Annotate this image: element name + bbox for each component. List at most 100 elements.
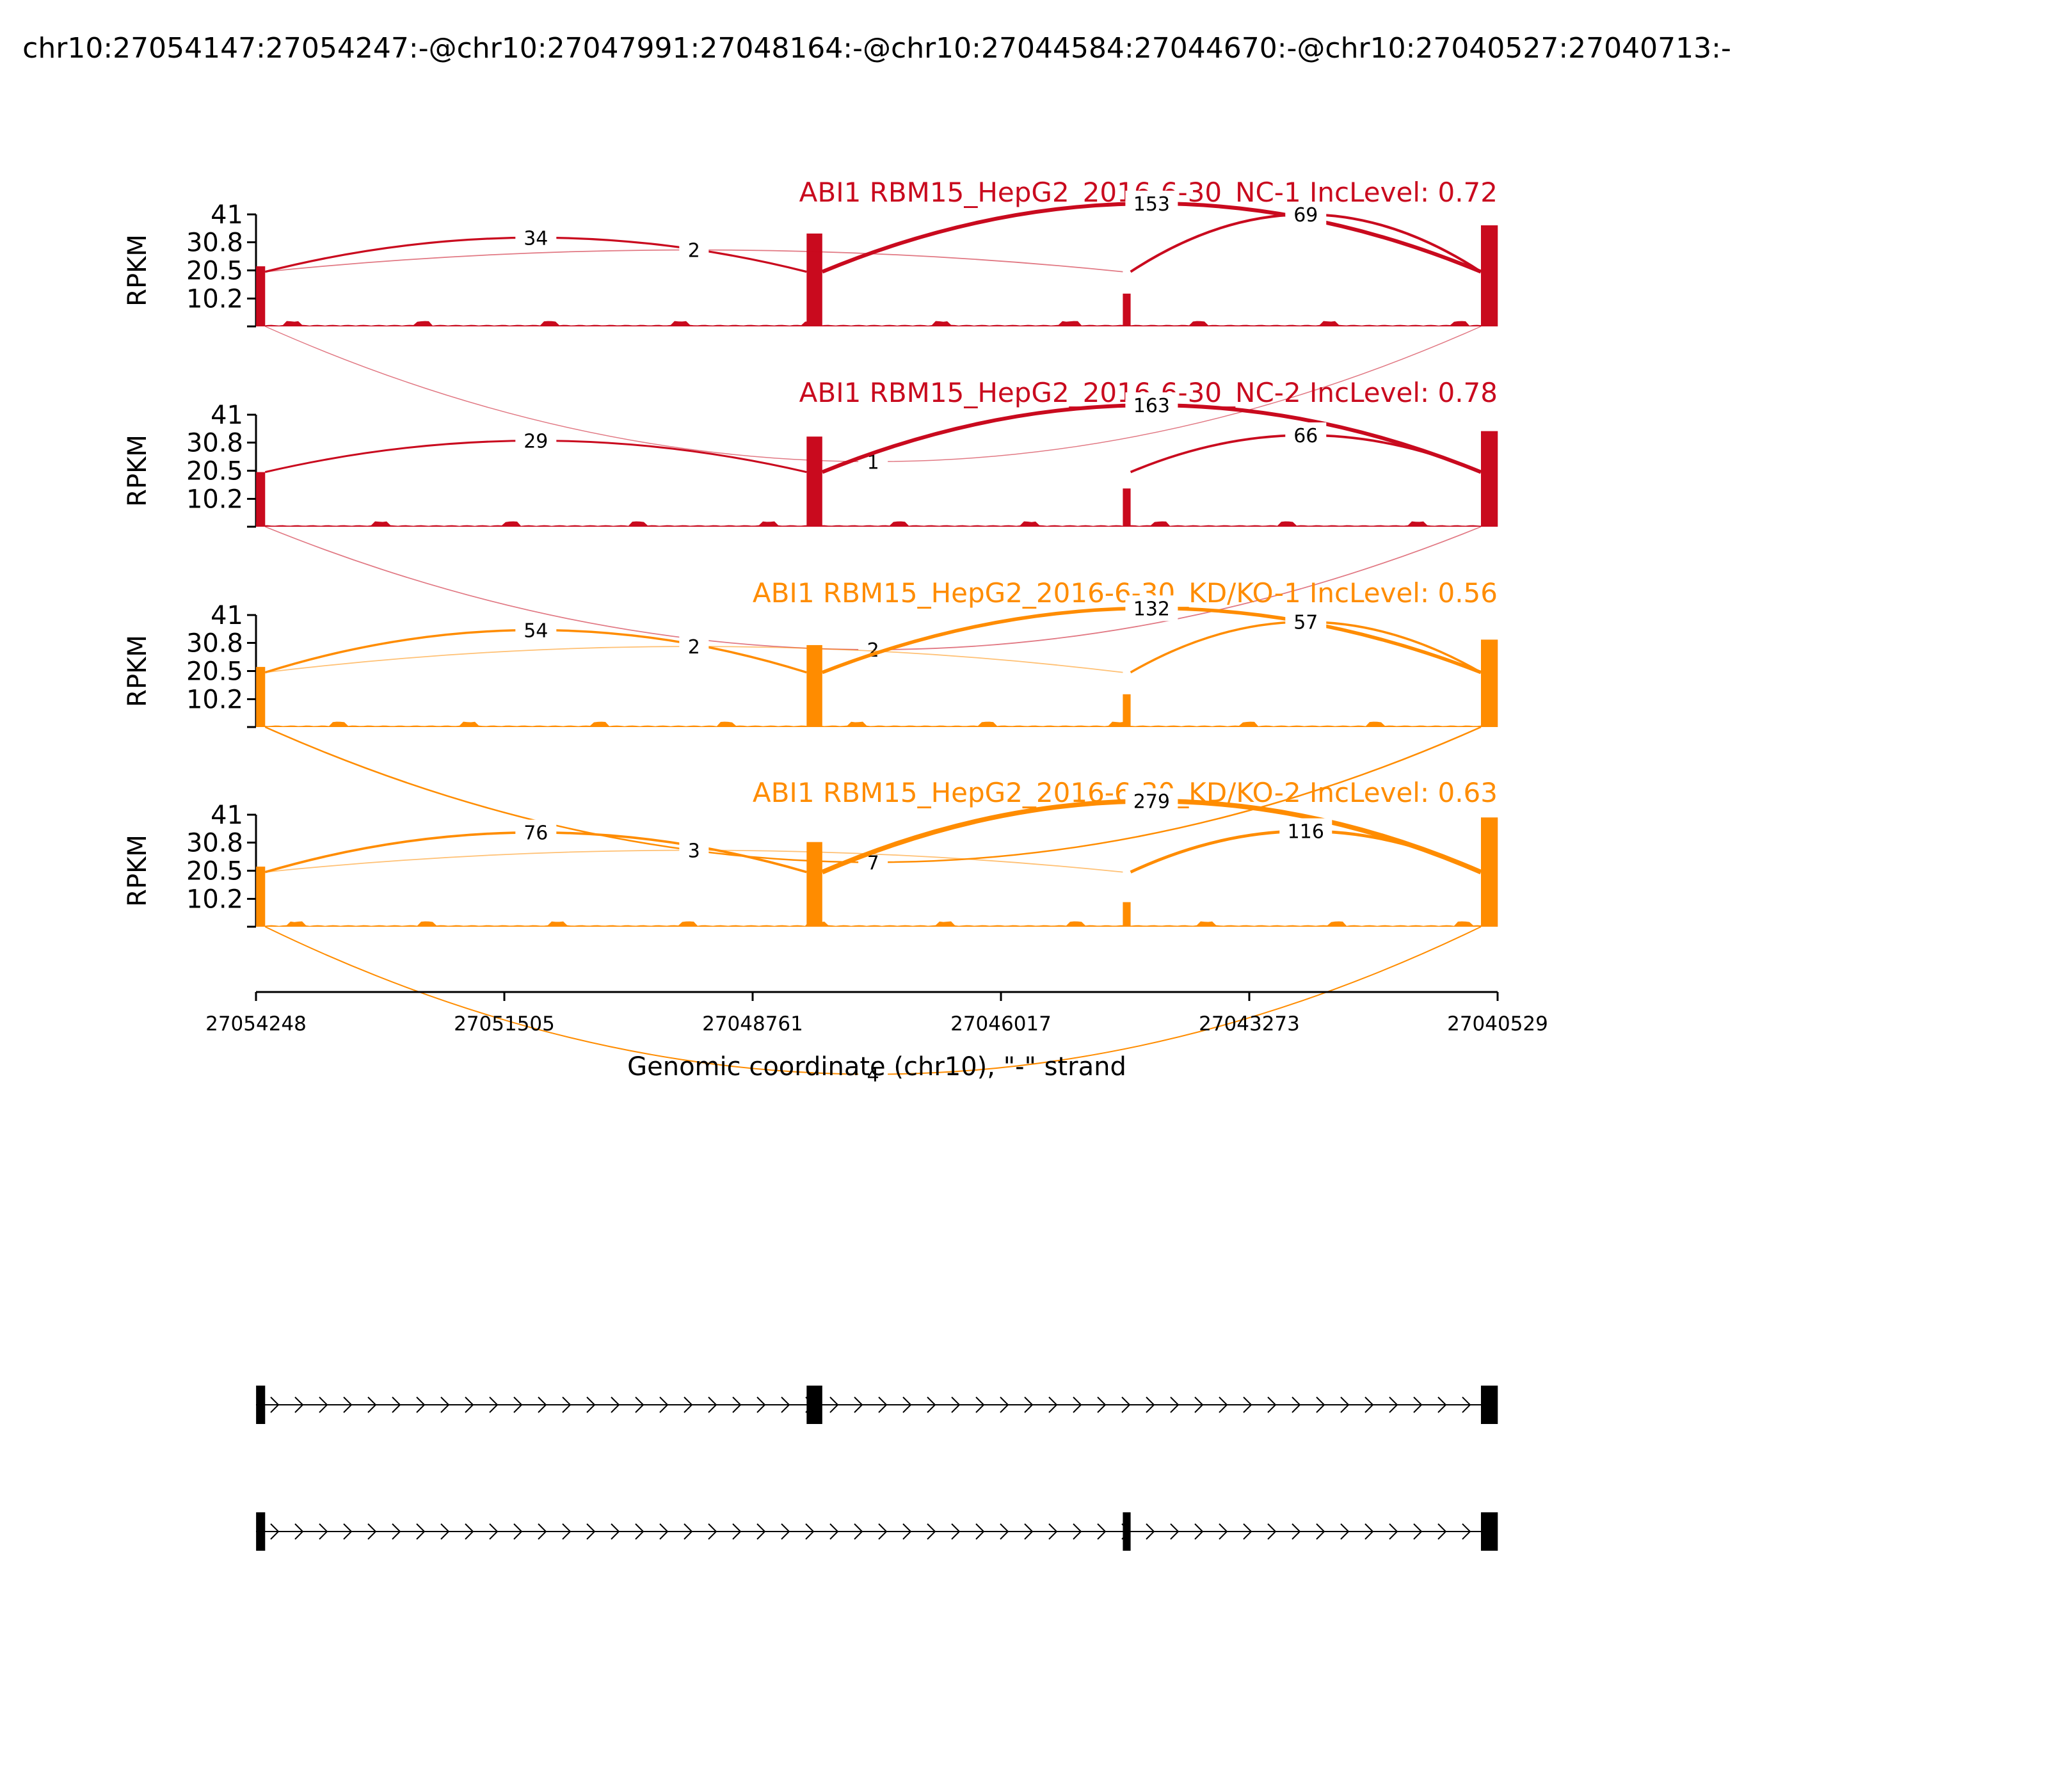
coverage-baseline [256,521,1498,527]
junction-count-bg [1285,422,1327,449]
exon-block [256,1512,266,1551]
junction-count: 29 [524,431,548,453]
strand-arrow [1048,1396,1058,1413]
y-tick-label: 20.5 [186,257,243,286]
strand-arrow [367,1396,377,1413]
coverage-track: ABI1 RBM15_HepG2_2016-6-30_NC-1 IncLevel… [123,177,1498,475]
strand-arrow [1243,1523,1252,1540]
x-tick-label: 27048761 [702,1012,803,1036]
strand-arrow [1413,1396,1423,1413]
strand-arrow [1340,1396,1350,1413]
strand-arrow [1437,1396,1447,1413]
strand-arrow [1000,1523,1009,1540]
strand-arrow [1292,1396,1301,1413]
strand-arrow [1097,1523,1107,1540]
junction-count: 57 [1293,612,1318,634]
strand-arrow [927,1523,936,1540]
transcript-model [256,1386,1498,1424]
strand-arrow [586,1396,596,1413]
exon-coverage [1123,694,1131,727]
strand-arrow [1170,1396,1180,1413]
exon-coverage [806,644,822,727]
y-tick-label: 20.5 [186,857,243,886]
strand-arrow [975,1396,985,1413]
strand-arrow [489,1523,499,1540]
exon-coverage [806,436,822,527]
strand-arrow [1364,1523,1374,1540]
strand-arrow [1073,1396,1082,1413]
strand-arrow [1024,1523,1034,1540]
strand-arrow [1389,1523,1398,1540]
exon-coverage [256,667,266,727]
strand-arrow [270,1396,280,1413]
y-tick-label: 20.5 [186,657,243,687]
junction-count-bg [1125,595,1178,621]
y-tick-label: 10.2 [186,884,243,914]
junction-count: 4 [867,1064,879,1086]
junction-count: 7 [867,852,879,874]
strand-arrow [319,1396,328,1413]
coverage-baseline [256,921,1498,927]
exon-coverage [256,472,266,527]
exon-block [1123,1512,1131,1551]
strand-arrow [513,1523,523,1540]
figure-title: chr10:27054147:27054247:-@chr10:27047991… [22,32,1731,65]
strand-arrow [1048,1523,1058,1540]
strand-arrow [659,1523,669,1540]
exon-coverage [1480,225,1498,326]
exon-coverage [1123,488,1131,527]
junction-count-bg [1125,788,1178,814]
strand-arrow [1146,1523,1155,1540]
x-tick-label: 27051505 [454,1012,555,1036]
strand-arrow [440,1523,450,1540]
track-title: ABI1 RBM15_HepG2_2016-6-30_KD/KO-1 IncLe… [753,577,1498,609]
strand-arrow [854,1523,863,1540]
strand-arrow [1316,1523,1325,1540]
y-tick-label: 10.2 [186,484,243,514]
strand-arrow [927,1396,936,1413]
y-tick-label: 41 [211,601,243,630]
junction-count: 279 [1133,791,1170,813]
strand-arrow [562,1523,572,1540]
strand-arrow [343,1523,353,1540]
strand-arrow [1437,1523,1447,1540]
strand-arrow [902,1396,912,1413]
strand-arrow [756,1396,766,1413]
junction-count-bg [515,617,557,643]
exon-block [256,1386,266,1424]
coverage-track: ABI1 RBM15_HepG2_2016-6-30_KD/KO-2 IncLe… [123,777,1498,1087]
exon-coverage [1123,902,1131,927]
junction-count: 1 [867,451,879,474]
strand-arrow [416,1523,426,1540]
y-axis-label: RPKM [123,234,152,307]
strand-arrow [440,1396,450,1413]
strand-arrow [1267,1523,1277,1540]
strand-arrow [343,1396,353,1413]
junction-count-bg [1125,392,1178,419]
strand-arrow [902,1523,912,1540]
exon-coverage [1123,293,1131,326]
junction-count-bg [1125,190,1178,216]
strand-arrow [392,1523,401,1540]
x-axis-label: Genomic coordinate (chr10), "-" strand [627,1052,1126,1082]
y-axis-label: RPKM [123,635,152,707]
strand-arrow [392,1396,401,1413]
strand-arrow [684,1396,693,1413]
junction-count-bg [858,1061,888,1087]
strand-arrow [635,1523,644,1540]
junction-count-bg [1285,202,1327,227]
exon-block [1480,1512,1498,1551]
junction-count-bg [515,225,557,251]
strand-arrow [586,1523,596,1540]
exon-coverage [806,233,822,326]
strand-arrow [319,1523,328,1540]
junction-count-bg [679,237,709,263]
y-tick-label: 30.8 [186,829,243,858]
strand-arrow [538,1523,547,1540]
exon-coverage [1480,817,1498,927]
strand-arrow [805,1523,815,1540]
strand-arrow [294,1523,304,1540]
junction-count-bg [1279,818,1332,844]
exon-coverage [1480,639,1498,727]
strand-arrow [1267,1396,1277,1413]
